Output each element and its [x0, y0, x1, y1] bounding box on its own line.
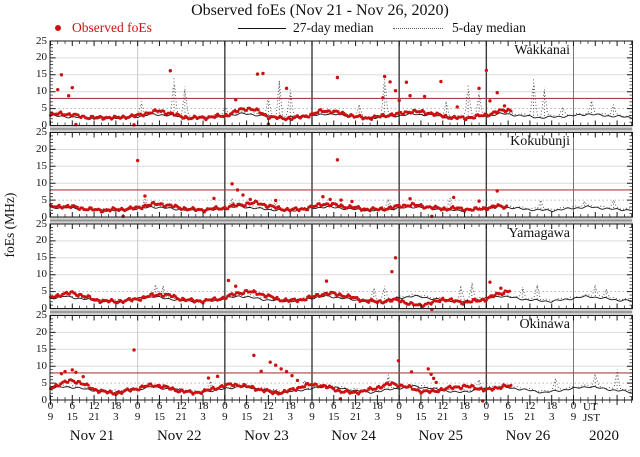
date-label: Nov 25	[418, 428, 464, 444]
x-tick-ut: 18	[371, 400, 383, 412]
x-tick-jst: 9	[222, 411, 228, 423]
x-tick-ut: 0	[483, 400, 490, 412]
y-tick-label: 20	[36, 234, 47, 247]
y-tick-label: 10	[36, 85, 47, 98]
x-tick-ut: 18	[110, 400, 122, 412]
x-tick-ut: 18	[284, 400, 296, 412]
x-tick-jst: 21	[88, 411, 100, 423]
y-tick-label: 5	[41, 285, 48, 298]
x-tick-jst: 9	[47, 411, 54, 423]
x-tick-ut: 12	[175, 400, 187, 412]
y-tick-label: 0	[41, 119, 48, 131]
y-tick-label: 25	[36, 309, 47, 321]
x-tick-ut: 18	[546, 400, 558, 412]
x-tick-jst: 9	[309, 411, 315, 423]
x-tick-ut: 6	[156, 400, 163, 412]
legend-median5-label: 5-day median	[452, 20, 526, 35]
chart-title: Observed foEs (Nov 21 - Nov 26, 2020)	[191, 2, 449, 19]
x-tick-jst: 3	[548, 411, 555, 423]
x-tick-ut: 18	[197, 400, 209, 412]
legend-median27-label: 27-day median	[293, 20, 374, 35]
x-tick-ut: 6	[418, 400, 424, 412]
x-tick-ut: 12	[350, 400, 362, 412]
x-tick-jst: 3	[461, 411, 468, 423]
x-tick-jst: 15	[328, 411, 340, 423]
y-tick-label: 5	[41, 102, 48, 115]
x-tick-jst: 3	[374, 411, 381, 423]
x-tick-ut: 0	[134, 400, 141, 412]
y-tick-label: 25	[36, 126, 47, 138]
y-tick-label: 20	[36, 142, 47, 155]
y-tick-label: 0	[41, 393, 48, 406]
x-tick-jst: 3	[113, 411, 119, 423]
station-label-kokubunji: Kokubunji	[510, 134, 570, 149]
year-label: 2020	[589, 428, 619, 444]
x-tick-jst: 9	[134, 411, 141, 423]
x-tick-ut: 6	[505, 400, 511, 412]
y-tick-label: 25	[36, 217, 47, 230]
x-tick-jst: 3	[200, 411, 206, 423]
y-tick-label: 10	[36, 268, 47, 281]
y-tick-label: 15	[36, 251, 47, 264]
y-tick-label: 15	[36, 342, 47, 355]
x-tick-ut: 0	[570, 400, 577, 412]
y-tick-label: 15	[36, 68, 47, 81]
x-tick-ut: 12	[88, 400, 100, 412]
median5-line-icon	[393, 28, 443, 29]
date-label: Nov 24	[331, 428, 376, 444]
x-tick-ut: 0	[396, 400, 402, 412]
x-tick-jst: 15	[502, 411, 514, 423]
y-tick-label: 5	[41, 193, 48, 206]
x-tick-jst: 21	[524, 411, 536, 423]
legend-observed-label: Observed foEs	[72, 20, 152, 35]
ut-axis-label: UT	[583, 401, 598, 413]
y-tick-label: 25	[36, 34, 47, 47]
y-tick-label: 10	[36, 359, 47, 372]
y-tick-label: 0	[41, 302, 48, 314]
y-tick-label: 10	[36, 176, 47, 189]
observed-dot-icon	[55, 25, 61, 31]
x-tick-ut: 6	[69, 400, 76, 412]
x-tick-jst: 15	[415, 411, 427, 423]
y-axis-title: foEs (MHz)	[2, 192, 17, 258]
y-tick-label: 15	[36, 159, 47, 172]
date-label: Nov 21	[69, 428, 115, 444]
x-tick-ut: 12	[437, 400, 449, 412]
x-tick-jst: 9	[570, 411, 577, 423]
y-tick-label: 5	[41, 376, 48, 389]
x-tick-jst: 9	[396, 411, 402, 423]
x-tick-ut: 6	[331, 400, 337, 412]
x-tick-jst: 21	[175, 411, 187, 423]
x-tick-jst: 21	[437, 411, 449, 423]
y-tick-label: 20	[36, 51, 47, 64]
x-tick-ut: 0	[222, 400, 228, 412]
station-label-wakkanai: Wakkanai	[514, 43, 570, 58]
x-tick-ut: 0	[309, 400, 315, 412]
station-label-okinawa: Okinawa	[519, 317, 570, 332]
x-tick-jst: 9	[483, 411, 490, 423]
x-tick-jst: 21	[350, 411, 362, 423]
date-label: Nov 23	[244, 428, 289, 444]
x-tick-ut: 0	[47, 400, 54, 412]
x-tick-jst: 15	[153, 411, 165, 423]
x-tick-jst: 15	[66, 411, 78, 423]
median27-line-icon	[238, 28, 286, 29]
x-tick-ut: 12	[262, 400, 274, 412]
x-tick-ut: 18	[459, 400, 471, 412]
station-label-yamagawa: Yamagawa	[508, 226, 570, 241]
y-tick-label: 20	[36, 325, 47, 338]
x-tick-jst: 21	[262, 411, 274, 423]
x-tick-jst: 3	[287, 411, 293, 423]
jst-axis-label: JST	[583, 412, 601, 424]
y-tick-label: 0	[41, 210, 48, 223]
x-tick-jst: 15	[241, 411, 253, 423]
x-tick-ut: 12	[524, 400, 536, 412]
x-tick-ut: 6	[243, 400, 250, 412]
date-label: Nov 26	[505, 428, 551, 444]
date-label: Nov 22	[156, 428, 202, 444]
